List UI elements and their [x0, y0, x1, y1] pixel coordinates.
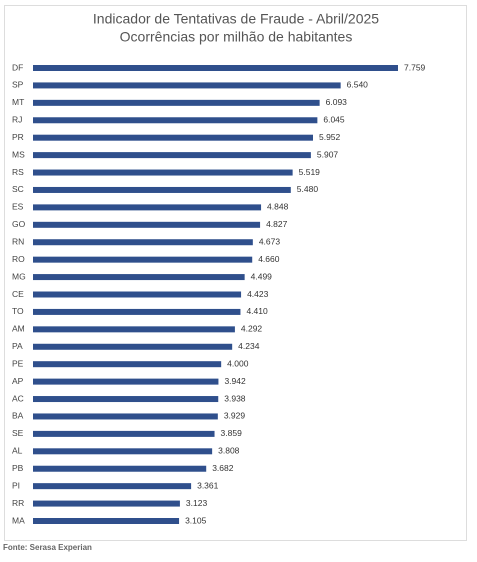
category-label: AC	[12, 393, 24, 403]
value-label: 3.938	[224, 393, 246, 403]
bar	[33, 134, 313, 141]
category-label: RO	[12, 254, 25, 264]
value-label: 3.808	[218, 446, 240, 456]
bar	[33, 518, 180, 524]
bar	[33, 82, 341, 89]
category-label: PA	[12, 341, 23, 351]
bar	[33, 326, 235, 333]
bar	[33, 308, 241, 315]
value-label: 4.234	[238, 341, 260, 351]
category-label: RN	[12, 236, 24, 246]
bar	[33, 274, 245, 281]
category-label: SE	[12, 428, 24, 438]
bar	[33, 413, 218, 420]
value-label: 4.410	[246, 306, 268, 316]
category-label: RS	[12, 167, 24, 177]
value-label: 6.540	[347, 80, 369, 90]
bar	[33, 117, 318, 124]
value-label: 4.827	[266, 219, 288, 229]
chart-title: Indicador de Tentativas de Fraude - Abri…	[93, 11, 379, 27]
bar	[33, 204, 262, 211]
category-label: AL	[12, 446, 23, 456]
category-label: ES	[12, 202, 24, 212]
value-label: 4.660	[258, 254, 280, 264]
bar	[33, 152, 311, 159]
category-label: RR	[12, 498, 24, 508]
bar	[33, 448, 213, 455]
bar	[33, 221, 261, 228]
bar	[33, 65, 398, 71]
category-label: AP	[12, 376, 24, 386]
value-label: 4.848	[267, 202, 289, 212]
category-label: MS	[12, 149, 25, 159]
category-label: PE	[12, 358, 24, 368]
bar	[33, 500, 180, 507]
bar	[33, 378, 219, 385]
value-label: 3.361	[197, 480, 219, 490]
bar	[33, 343, 233, 350]
value-label: 3.105	[185, 515, 207, 525]
category-label: RJ	[12, 115, 22, 125]
value-label: 7.759	[404, 62, 426, 72]
value-label: 5.952	[319, 132, 341, 142]
value-label: 6.045	[323, 115, 345, 125]
value-label: 5.907	[317, 149, 339, 159]
bar	[33, 361, 222, 368]
category-label: TO	[12, 306, 24, 316]
category-label: AM	[12, 324, 25, 334]
bar	[33, 396, 219, 403]
category-label: MG	[12, 271, 26, 281]
category-label: SP	[12, 80, 24, 90]
value-label: 6.093	[326, 97, 348, 107]
value-label: 5.480	[297, 184, 319, 194]
bar	[33, 483, 192, 490]
value-label: 4.673	[259, 236, 281, 246]
category-label: PR	[12, 132, 24, 142]
category-label: PB	[12, 463, 24, 473]
value-label: 3.682	[212, 463, 234, 473]
bar	[33, 239, 253, 246]
bar	[33, 465, 207, 472]
category-label: CE	[12, 289, 24, 299]
value-label: 3.859	[221, 428, 243, 438]
category-label: SC	[12, 184, 24, 194]
source: Fonte: Serasa Experian	[3, 543, 92, 552]
chart-subtitle: Ocorrências por milhão de habitantes	[120, 29, 353, 45]
category-label: BA	[12, 411, 24, 421]
category-label: MT	[12, 97, 24, 107]
bar	[33, 291, 242, 298]
value-label: 3.123	[186, 498, 208, 508]
bar	[33, 99, 320, 106]
bar	[33, 256, 253, 263]
value-label: 4.000	[227, 358, 249, 368]
bar	[33, 169, 293, 176]
bar	[33, 430, 215, 437]
category-label: PI	[12, 480, 20, 490]
value-label: 4.499	[251, 271, 273, 281]
value-label: 5.519	[299, 167, 321, 177]
bar	[33, 186, 291, 193]
category-label: MA	[12, 515, 25, 525]
category-label: DF	[12, 62, 23, 72]
category-label: GO	[12, 219, 26, 229]
value-label: 3.929	[224, 411, 246, 421]
value-label: 4.423	[247, 289, 269, 299]
value-label: 4.292	[241, 324, 263, 334]
value-label: 3.942	[224, 376, 246, 386]
